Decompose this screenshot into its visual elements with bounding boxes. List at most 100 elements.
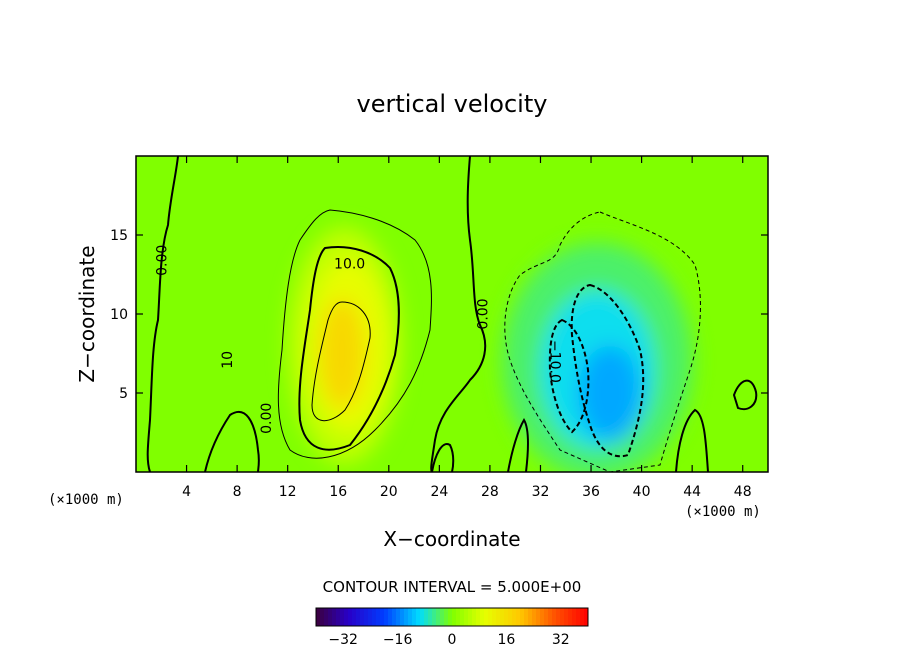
colorbar-swatch-21 — [400, 608, 405, 626]
colorbar-swatch-50 — [516, 608, 521, 626]
colorbar-swatch-1 — [320, 608, 325, 626]
x-unit-right: (×1000 m) — [685, 504, 761, 520]
colorbar-swatch-65 — [576, 608, 581, 626]
colorbar-tick-label-3: 16 — [497, 632, 515, 648]
colorbar-swatch-29 — [432, 608, 437, 626]
contour-minus10 — [570, 283, 645, 458]
colorbar-tick-label-0: −32 — [328, 632, 358, 648]
colorbar-swatch-34 — [452, 608, 457, 626]
colorbar-swatch-52 — [524, 608, 529, 626]
x-tick-label-8: 36 — [582, 484, 600, 500]
x-tick-label-9: 40 — [633, 484, 651, 500]
contour-label-1: 10.0 — [334, 256, 365, 272]
x-tick-label-0: 4 — [182, 484, 191, 500]
contour-plus5 — [277, 209, 432, 459]
colorbar-swatch-62 — [564, 608, 569, 626]
colorbar-swatch-9 — [352, 608, 357, 626]
contour-zero-middle — [430, 156, 487, 472]
colorbar-swatch-41 — [480, 608, 485, 626]
colorbar-swatch-63 — [568, 608, 573, 626]
colorbar-swatch-42 — [484, 608, 489, 626]
colorbar-swatch-47 — [504, 608, 509, 626]
x-axis: 4 8 12 16 20 24 28 32 36 40 44 48 — [182, 156, 752, 500]
x-tick-label-1: 8 — [233, 484, 242, 500]
contour-label-5: −10.0 — [547, 340, 563, 383]
contour-label-0: 0.00 — [154, 245, 170, 276]
colorbar-swatch-14 — [372, 608, 377, 626]
colorbar-swatch-44 — [492, 608, 497, 626]
colorbar-swatch-30 — [436, 608, 441, 626]
plot-area: 0.00 10.0 10 0.00 0.00 −10.0 — [136, 156, 768, 472]
contour-zero-low-mid — [431, 443, 455, 472]
colorbar-swatch-17 — [384, 608, 389, 626]
colorbar-swatch-43 — [488, 608, 493, 626]
colorbar-tick-label-4: 32 — [552, 632, 570, 648]
colorbar-tick-label-2: 0 — [448, 632, 457, 648]
x-tick-label-5: 24 — [430, 484, 448, 500]
colorbar-swatch-2 — [324, 608, 329, 626]
colorbar-swatch-49 — [512, 608, 517, 626]
colorbar-swatch-20 — [396, 608, 401, 626]
colorbar-swatch-37 — [464, 608, 469, 626]
colorbar-swatch-48 — [508, 608, 513, 626]
colorbar-swatch-33 — [448, 608, 453, 626]
colorbar-swatch-25 — [416, 608, 421, 626]
contour-minus5 — [504, 211, 701, 472]
contour-zero-right — [675, 408, 709, 472]
colorbar-swatch-27 — [424, 608, 429, 626]
x-tick-label-10: 44 — [683, 484, 701, 500]
y-axis-label: Z−coordinate — [75, 245, 99, 382]
colorbar-swatch-23 — [408, 608, 413, 626]
colorbar-swatch-0 — [316, 608, 321, 626]
colorbar-swatch-53 — [528, 608, 533, 626]
colorbar-ticks: −32 −16 0 16 32 — [328, 632, 569, 648]
x-tick-label-6: 28 — [481, 484, 499, 500]
x-tick-label-3: 16 — [329, 484, 347, 500]
colorbar-swatch-24 — [412, 608, 417, 626]
x-unit-left: (×1000 m) — [48, 492, 124, 508]
colorbar-swatch-36 — [460, 608, 465, 626]
contour-minus10-b — [548, 318, 590, 434]
contour-plus10 — [298, 246, 400, 451]
colorbar-swatch-26 — [420, 608, 425, 626]
y-axis: 5 10 15 — [110, 228, 768, 402]
contour-zero-low-left — [204, 410, 260, 472]
colorbar-swatch-55 — [536, 608, 541, 626]
colorbar-frame — [315, 607, 589, 627]
colorbar-swatch-56 — [540, 608, 545, 626]
contour-label-4: 0.00 — [475, 298, 491, 329]
field-cell-5 — [578, 345, 642, 441]
colorbar-swatch-12 — [364, 608, 369, 626]
y-tick-label-1: 10 — [110, 307, 128, 323]
colorbar-swatch-13 — [368, 608, 373, 626]
colorbar-swatch-31 — [440, 608, 445, 626]
colorbar-swatch-5 — [336, 608, 341, 626]
x-axis-label: X−coordinate — [383, 527, 520, 551]
colorbar-swatch-32 — [444, 608, 449, 626]
y-tick-label-0: 5 — [119, 386, 128, 402]
colorbar-swatch-16 — [380, 608, 385, 626]
contour-plus15 — [311, 301, 371, 422]
colorbar-swatch-6 — [340, 608, 345, 626]
colorbar-swatch-51 — [520, 608, 525, 626]
x-tick-label-11: 48 — [734, 484, 752, 500]
colorbar-swatch-11 — [360, 608, 365, 626]
colorbar-swatch-67 — [584, 608, 589, 626]
y-tick-label-2: 15 — [110, 228, 128, 244]
colorbar-swatch-15 — [376, 608, 381, 626]
colorbar-swatch-59 — [552, 608, 557, 626]
contour-labels: 0.00 10.0 10 0.00 0.00 −10.0 — [154, 245, 562, 434]
colorbar-tick-label-1: −16 — [383, 632, 413, 648]
colorbar-swatch-4 — [332, 608, 337, 626]
contour-interval: CONTOUR INTERVAL = 5.000E+00 — [323, 578, 582, 596]
colorbar-swatch-57 — [544, 608, 549, 626]
colorbar-swatch-7 — [344, 608, 349, 626]
colorbar-swatch-19 — [392, 608, 397, 626]
chart-title: vertical velocity — [357, 90, 548, 118]
colorbar-swatch-10 — [356, 608, 361, 626]
contour-zero-left — [146, 156, 179, 472]
contour-lines — [146, 156, 758, 472]
contour-zero-low-right — [507, 418, 529, 472]
colorbar-swatch-61 — [560, 608, 565, 626]
